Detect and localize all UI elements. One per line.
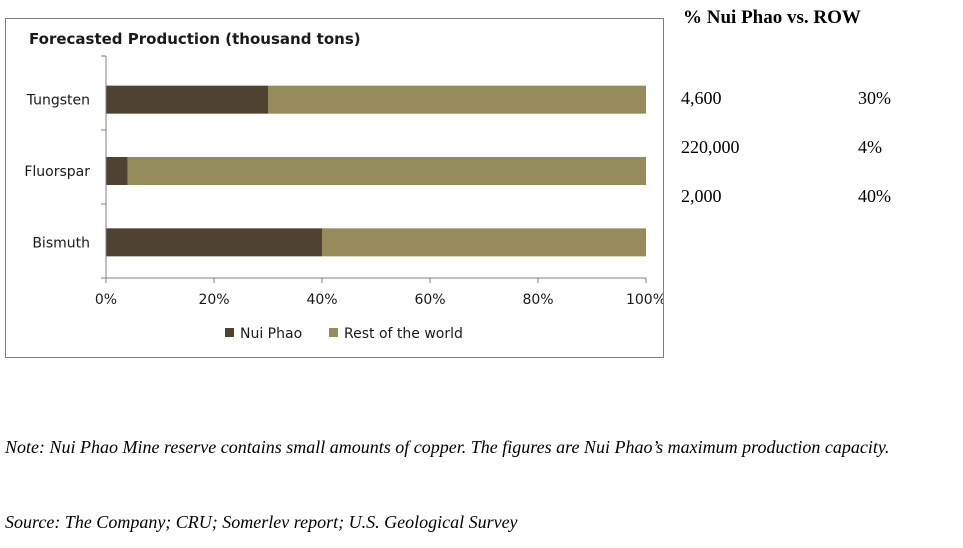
axis-layer: Tungsten Fluorspar Bismuth 0% 20% 40% 60% 80% 10… [24, 55, 663, 308]
x-tick-label: 40% [306, 292, 337, 308]
x-tick-label: 60% [414, 292, 445, 308]
stacked-bar-chart: Forecasted Production (thousand tons) Tu… [24, 30, 663, 342]
production-value: 220,000 [681, 137, 740, 157]
x-tick-label: 20% [198, 292, 229, 308]
legend: Nui Phao Rest of the world [225, 326, 463, 342]
bar-tungsten-rest-of-world [268, 85, 646, 114]
x-tick-label: 0% [95, 292, 117, 308]
chart-title: Forecasted Production (thousand tons) [29, 30, 361, 48]
production-value: 2,000 [681, 186, 722, 206]
bar-bismuth-nui-phao [106, 228, 322, 257]
share-percent: 30% [858, 88, 891, 108]
side-table-header: % Nui Phao vs. ROW [683, 7, 861, 28]
category-label: Bismuth [32, 235, 90, 251]
category-label: Fluorspar [24, 164, 90, 180]
legend-swatch-nui-phao [225, 328, 234, 337]
bar-bismuth-rest-of-world [322, 228, 646, 257]
legend-label: Nui Phao [240, 326, 302, 342]
x-tick-label: 100% [626, 292, 663, 308]
legend-label: Rest of the world [344, 326, 463, 342]
source-text: Source: The Company; CRU; Somerlev repor… [5, 512, 518, 532]
bar-fluorspar-nui-phao [106, 157, 128, 185]
bar-fluorspar-rest-of-world [127, 157, 647, 185]
category-label: Tungsten [26, 93, 90, 109]
share-percent: 40% [858, 186, 891, 206]
legend-swatch-rest-of-world [329, 328, 338, 337]
note-text: Note: Nui Phao Mine reserve contains sma… [5, 437, 890, 457]
share-percent: 4% [858, 137, 882, 157]
production-value: 4,600 [681, 88, 722, 108]
chart-panel: Forecasted Production (thousand tons) Tu… [5, 18, 664, 358]
bar-tungsten-nui-phao [106, 85, 268, 114]
bars-layer [106, 85, 647, 257]
x-tick-label: 80% [522, 292, 553, 308]
